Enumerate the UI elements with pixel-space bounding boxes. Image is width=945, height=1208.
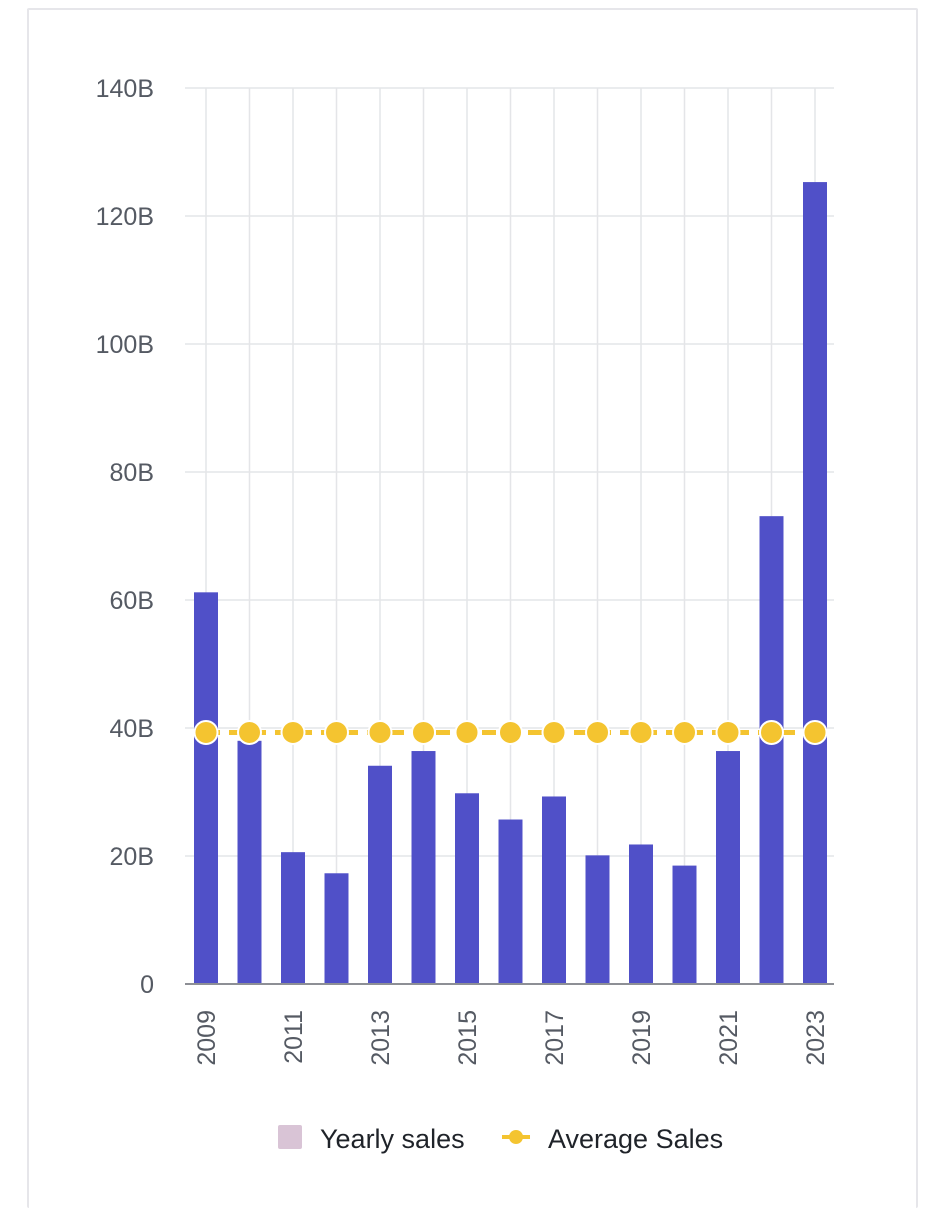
bar-2010 (237, 740, 262, 984)
average-point-2019 (628, 719, 654, 745)
bar-series (194, 182, 827, 984)
bar-2013 (368, 765, 392, 984)
bar-2011 (281, 852, 305, 984)
y-tick-label: 0 (140, 971, 154, 999)
average-point-2021 (715, 719, 741, 745)
bar-2014 (411, 751, 436, 984)
average-point-2023 (802, 719, 828, 745)
x-tick-label: 2011 (280, 1010, 308, 1064)
average-point-2016 (498, 719, 523, 745)
y-tick-label: 60B (110, 587, 154, 615)
x-tick-label: 2017 (541, 1010, 569, 1066)
average-point-2018 (585, 719, 610, 745)
y-tick-label: 80B (110, 459, 154, 487)
average-point-2013 (367, 719, 393, 745)
legend-dot-average-sales (509, 1130, 523, 1144)
y-axis: 0 20B 40B 60B 80B 100B 120B 140B (96, 75, 154, 999)
x-tick-label: 2009 (193, 1010, 221, 1066)
chart-card (27, 8, 918, 1208)
average-point-2012 (324, 719, 349, 745)
legend-swatch-yearly-sales (278, 1125, 302, 1149)
legend: Yearly sales Average Sales (278, 1124, 723, 1154)
bar-2015 (455, 793, 479, 984)
bar-2023 (803, 182, 827, 984)
y-tick-label: 20B (110, 843, 154, 871)
bar-2016 (498, 819, 523, 984)
legend-label-average-sales: Average Sales (548, 1124, 723, 1154)
average-line-series (193, 719, 828, 745)
bar-2012 (324, 873, 349, 984)
bar-2020 (672, 865, 697, 984)
x-tick-label: 2015 (454, 1010, 482, 1066)
average-point-2014 (411, 719, 436, 745)
average-point-2010 (237, 719, 262, 745)
average-point-2017 (541, 719, 567, 745)
bar-2021 (716, 751, 740, 984)
x-tick-label: 2013 (367, 1010, 395, 1066)
x-tick-label: 2021 (715, 1010, 743, 1066)
y-tick-label: 120B (96, 203, 154, 231)
bar-2017 (542, 796, 566, 984)
y-tick-label: 100B (96, 331, 154, 359)
y-tick-label: 40B (110, 715, 154, 743)
x-tick-label: 2019 (628, 1010, 656, 1066)
x-tick-label: 2023 (802, 1010, 830, 1066)
bar-2009 (194, 592, 218, 984)
x-axis: 2009 2011 2013 2015 2017 2019 2021 2023 (185, 983, 834, 1066)
average-point-2011 (280, 719, 306, 745)
legend-label-yearly-sales: Yearly sales (320, 1124, 465, 1154)
bar-2022 (759, 516, 784, 984)
y-tick-label: 140B (96, 75, 154, 103)
average-point-2022 (759, 719, 784, 745)
bar-2019 (629, 844, 653, 984)
average-point-2009 (193, 719, 219, 745)
average-point-2015 (454, 719, 480, 745)
bar-2018 (585, 855, 610, 984)
average-point-2020 (672, 719, 697, 745)
